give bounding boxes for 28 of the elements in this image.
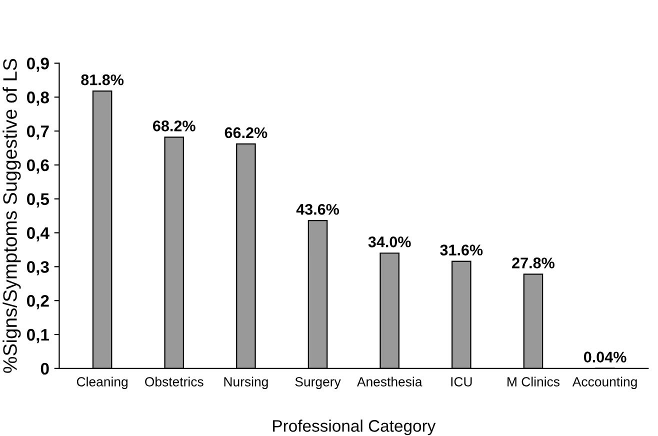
x-tick-label: M Clinics bbox=[508, 376, 560, 386]
y-axis-title: %Signs/Symptoms Suggestive of LS bbox=[2, 58, 21, 373]
x-tick-label: Nursing bbox=[224, 376, 268, 390]
y-tick-label: 0,2 bbox=[26, 295, 49, 310]
data-label: 68.2% bbox=[153, 120, 196, 132]
x-tick-label: Accounting bbox=[572, 376, 637, 390]
data-label: 0.04% bbox=[584, 352, 626, 362]
x-tick-label: ICU bbox=[451, 377, 472, 386]
data-label: 43.6% bbox=[296, 204, 340, 215]
y-tick-label: 0,3 bbox=[26, 261, 49, 276]
data-label: 31.6% bbox=[440, 244, 483, 256]
y-tick-label: 0 bbox=[40, 362, 49, 375]
y-tick-label: 0,5 bbox=[26, 193, 50, 208]
x-tick-label: Surgery bbox=[295, 377, 341, 390]
data-label: 81.8% bbox=[81, 74, 124, 86]
data-label: 27.8% bbox=[512, 258, 554, 268]
data-label: 66.2% bbox=[224, 127, 268, 138]
x-axis-title: Professional Category bbox=[273, 420, 436, 436]
y-tick-label: 0,9 bbox=[26, 58, 49, 72]
y-tick-label: 0,6 bbox=[26, 159, 49, 174]
x-tick-label: Anesthesia bbox=[356, 376, 422, 386]
y-tick-label: 0,1 bbox=[26, 328, 50, 344]
y-tick-label: 0,4 bbox=[26, 227, 50, 242]
y-tick-label: 0,8 bbox=[26, 92, 49, 106]
x-tick-label: Obstetrics bbox=[145, 376, 204, 386]
data-label: 34.0% bbox=[368, 236, 411, 248]
y-tick-label: 0,7 bbox=[26, 125, 49, 140]
x-tick-label: Cleaning bbox=[76, 376, 128, 390]
